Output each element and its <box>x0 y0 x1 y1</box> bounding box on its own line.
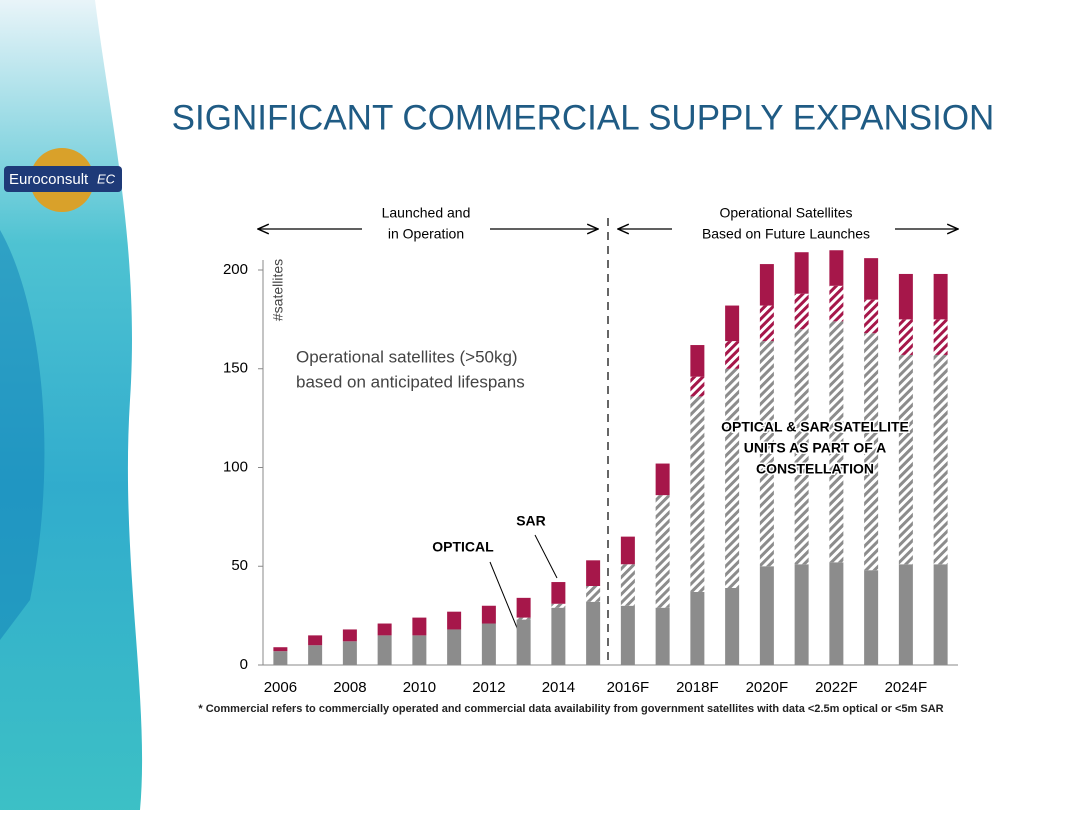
bar-segment <box>864 333 879 571</box>
annotation: Operational satellites (>50kg) <box>296 347 518 366</box>
bar-segment <box>551 582 566 604</box>
bar-segment <box>690 345 705 377</box>
bar-segment <box>725 305 740 342</box>
decor-wave <box>0 230 45 640</box>
bar-segment <box>377 623 392 636</box>
bar-segment <box>829 250 844 286</box>
annotation: OPTICAL & SAR SATELLITE <box>721 419 909 435</box>
bar-segment <box>759 305 774 342</box>
bar-segment <box>794 252 809 294</box>
bar-segment <box>898 319 913 355</box>
x-tick-label: 2024F <box>885 679 928 696</box>
bar-segment <box>759 341 774 567</box>
bar-segment <box>829 321 844 563</box>
x-tick-label: 2012 <box>472 679 505 696</box>
bar-segment <box>898 273 913 320</box>
bar-segment <box>933 273 948 320</box>
logo: Euroconsult EC <box>4 148 122 212</box>
bar-segment <box>481 605 496 624</box>
bar-segment <box>759 566 774 665</box>
bar-segment <box>586 560 601 586</box>
y-tick-label: 100 <box>223 458 248 475</box>
annotation: UNITS AS PART OF A <box>744 440 887 456</box>
bar-segment <box>725 368 740 588</box>
bar-segment <box>933 319 948 355</box>
x-tick-label: 2022F <box>815 679 858 696</box>
bar-segment <box>655 463 670 496</box>
bar-segment <box>377 635 392 665</box>
series-label: OPTICAL <box>432 539 494 555</box>
leader-line <box>534 534 558 579</box>
x-tick-label: 2010 <box>403 679 436 696</box>
bar-segment <box>412 635 427 665</box>
bar-segment <box>516 597 531 618</box>
bar-segment <box>725 587 740 665</box>
bar-segment <box>864 299 879 334</box>
bar-segment <box>898 354 913 565</box>
bar-segment <box>447 629 462 665</box>
footnote: * Commercial refers to commercially oper… <box>198 703 943 715</box>
logo-text: Euroconsult <box>9 171 89 188</box>
bar-segment <box>690 376 705 397</box>
bar-segment <box>794 329 809 565</box>
period-label: Operational Satellites <box>719 205 852 221</box>
bar-segment <box>586 601 601 665</box>
bar-segment <box>655 495 670 608</box>
bar-segment <box>308 635 323 646</box>
bar-segment <box>516 619 531 665</box>
bar-segment <box>690 396 705 592</box>
bar-segment <box>447 611 462 630</box>
bar-segment <box>829 285 844 322</box>
bar-segment <box>308 645 323 665</box>
period-label: Launched and <box>382 205 471 221</box>
y-tick-label: 150 <box>223 360 248 377</box>
slide-title: SIGNIFICANT COMMERCIAL SUPPLY EXPANSION <box>172 98 995 137</box>
bar-segment <box>864 258 879 300</box>
period-label: Based on Future Launches <box>702 226 870 242</box>
bar-segment <box>620 564 635 606</box>
bar-segment <box>829 562 844 665</box>
bar-segment <box>898 564 913 665</box>
bar-segment <box>933 354 948 565</box>
bar-segment <box>551 607 566 665</box>
decor-band <box>0 0 143 810</box>
annotation: based on anticipated lifespans <box>296 372 525 391</box>
y-tick-label: 200 <box>223 261 248 278</box>
x-tick-label: 2018F <box>676 679 719 696</box>
bar-segment <box>620 605 635 665</box>
bar-segment <box>864 570 879 665</box>
y-axis-label: #satellites <box>270 259 286 321</box>
x-tick-label: 2008 <box>333 679 366 696</box>
x-tick-label: 2014 <box>542 679 575 696</box>
logo-mark: EC <box>97 171 116 186</box>
annotation: CONSTELLATION <box>756 461 874 477</box>
x-tick-label: 2006 <box>264 679 297 696</box>
bar-segment <box>273 651 288 665</box>
bar-segment <box>342 629 357 642</box>
bar-segment <box>551 603 566 608</box>
bar-segment <box>933 564 948 665</box>
x-tick-label: 2016F <box>607 679 650 696</box>
bar-segment <box>690 591 705 665</box>
bar-segment <box>342 641 357 665</box>
bar-segment <box>794 293 809 330</box>
bar-segment <box>586 586 601 602</box>
bar-segment <box>412 617 427 636</box>
x-tick-label: 2020F <box>746 679 789 696</box>
bar-segment <box>655 607 670 665</box>
logo-box <box>4 166 122 192</box>
bar-segment <box>516 617 531 620</box>
series-label: SAR <box>516 513 546 529</box>
y-tick-label: 0 <box>240 656 248 673</box>
bar-segment <box>273 647 288 652</box>
y-tick-label: 50 <box>231 557 248 574</box>
bar-segment <box>759 264 774 306</box>
bar-segment <box>794 564 809 665</box>
bar-segment <box>725 341 740 369</box>
period-label: in Operation <box>388 226 464 242</box>
bar-segment <box>481 623 496 665</box>
bar-segment <box>620 536 635 565</box>
